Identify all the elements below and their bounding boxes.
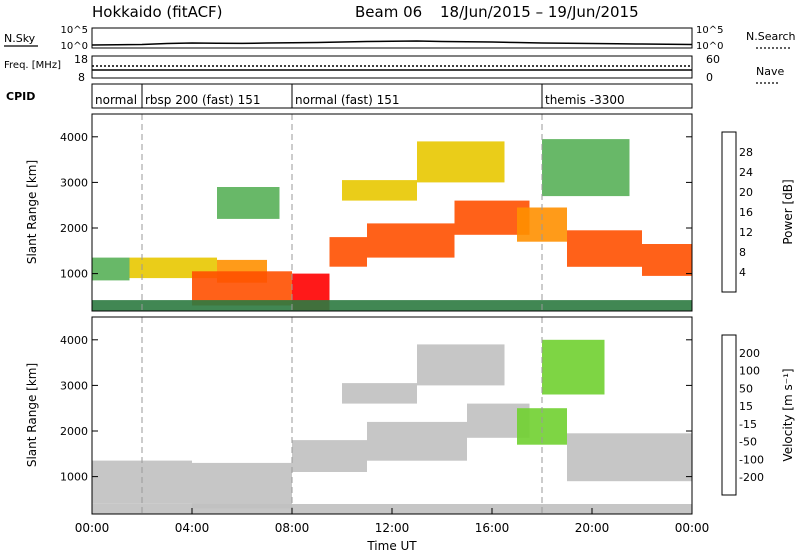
noise-left-tick-bottom: 10^0 — [61, 41, 88, 52]
data-region — [417, 344, 505, 386]
noise-right-tick-top: 10^5 — [696, 25, 723, 36]
power-colorbar-label: Power [dB] — [781, 179, 795, 244]
colorbar-tick-label: -100 — [739, 453, 764, 466]
colorbar-frame — [721, 131, 737, 293]
beam-label: Beam 06 — [355, 3, 422, 21]
colorbar-tick-label: 50 — [739, 382, 753, 395]
nave-label: Nave — [756, 65, 784, 78]
colorbar-tick-label: 16 — [739, 206, 753, 219]
data-region — [329, 237, 367, 267]
x-tick-label: 20:00 — [575, 521, 610, 535]
colorbar-tick-label: 20 — [739, 186, 753, 199]
colorbar-tick-label: -50 — [739, 436, 757, 449]
colorbar-tick-label: 100 — [739, 365, 760, 378]
x-tick-label: 00:00 — [75, 521, 110, 535]
date-range: 18/Jun/2015 – 19/Jun/2015 — [440, 3, 639, 21]
colorbar-tick-label: 15 — [739, 400, 753, 413]
cpid-label: CPID — [6, 90, 35, 103]
data-region — [542, 139, 630, 197]
velocity-panel: Slant Range [km] 1000 2000 3000 4000 00:00 0… — [25, 316, 795, 553]
colorbar-tick-label: -15 — [739, 418, 757, 431]
noise-right-label: N.Search — [746, 30, 796, 43]
data-region — [367, 421, 467, 461]
colorbar-tick-label: -200 — [739, 471, 764, 484]
nave-tick-top: 60 — [706, 53, 720, 66]
station-title: Hokkaido (fitACF) — [92, 3, 223, 21]
velocity-ylabel: Slant Range [km] — [25, 363, 39, 467]
colorbar-tick-label: 28 — [739, 146, 753, 159]
frequency-tick-top: 18 — [74, 53, 88, 66]
data-region — [92, 257, 130, 281]
colorbar-tick-label: 8 — [739, 246, 746, 259]
y-tick-label: 4000 — [60, 334, 88, 347]
colorbar-tick-label: 24 — [739, 166, 753, 179]
noise-panel: N.Sky 10^5 10^0 10^5 10^0 N.Search — [4, 25, 796, 52]
velocity-colorbar-label: Velocity [m s⁻¹] — [781, 368, 795, 461]
frequency-tick-bottom: 8 — [78, 71, 85, 84]
y-tick-label: 2000 — [60, 222, 88, 235]
x-tick-label: 12:00 — [375, 521, 410, 535]
data-region — [417, 141, 505, 183]
data-region — [92, 300, 692, 311]
noise-sky-line — [91, 40, 693, 46]
y-tick-label: 1000 — [60, 268, 88, 281]
nave-tick-bottom: 0 — [706, 71, 713, 84]
data-region — [342, 180, 417, 201]
frequency-panel: Freq. [MHz] 18 8 60 0 Nave — [4, 53, 784, 84]
data-region — [292, 440, 367, 472]
data-region — [367, 223, 455, 258]
data-region — [567, 230, 642, 267]
y-tick-label: 2000 — [60, 425, 88, 438]
noise-left-label: N.Sky — [4, 32, 36, 45]
colorbar-frame — [721, 334, 737, 496]
x-axis-label: Time UT — [366, 539, 417, 553]
frequency-label: Freq. [MHz] — [4, 60, 61, 71]
noise-left-tick-top: 10^5 — [61, 25, 88, 36]
y-tick-label: 3000 — [60, 379, 88, 392]
noise-right-tick-bottom: 10^0 — [696, 41, 723, 52]
y-tick-label: 3000 — [60, 176, 88, 189]
colorbar-tick-label: 12 — [739, 226, 753, 239]
x-tick-label: 04:00 — [175, 521, 210, 535]
data-region — [642, 244, 692, 276]
cpid-segment-label: normal (fast) 151 — [295, 93, 399, 107]
colorbar-tick-label: 4 — [739, 266, 746, 279]
x-tick-label: 16:00 — [475, 521, 510, 535]
x-tick-label: 08:00 — [275, 521, 310, 535]
cpid-panel: CPID normal rbsp 200 (fast) 151 normal (fa… — [6, 83, 693, 109]
cpid-segment-label: normal — [95, 93, 137, 107]
data-region — [567, 433, 692, 482]
x-tick-label: 00:00 — [675, 521, 710, 535]
data-region — [192, 271, 292, 306]
power-panel: Slant Range [km] 1000 2000 3000 4000 4 8 12 16… — [25, 113, 795, 312]
y-tick-label: 1000 — [60, 471, 88, 484]
cpid-segment-label: rbsp 200 (fast) 151 — [145, 93, 261, 107]
power-ylabel: Slant Range [km] — [25, 160, 39, 264]
data-region — [342, 383, 417, 404]
data-region — [192, 462, 292, 509]
data-region — [542, 339, 605, 395]
y-tick-label: 4000 — [60, 131, 88, 144]
cpid-segment-label: themis -3300 — [545, 93, 625, 107]
data-region — [217, 187, 280, 219]
colorbar-tick-label: 200 — [739, 347, 760, 360]
